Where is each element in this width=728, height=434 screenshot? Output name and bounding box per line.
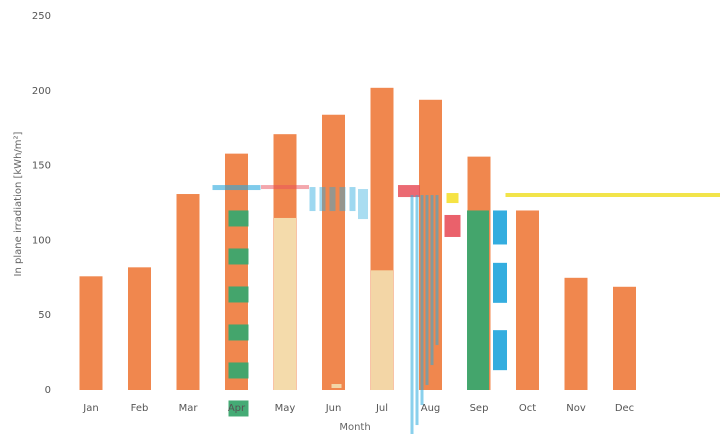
overlay-apr-green <box>228 210 249 227</box>
y-tick-label: 50 <box>38 310 51 321</box>
x-tick-label: Nov <box>566 403 586 414</box>
x-tick-label: Jun <box>325 403 342 414</box>
x-axis: Jan Feb Mar Apr May Jun Jul Aug Sep Oct Nov Dec <box>82 403 634 414</box>
overlay-aug-streak <box>425 195 429 386</box>
overlay-aug-streak <box>435 195 439 346</box>
bar-dec <box>613 286 636 390</box>
overlay-sep-blue-1 <box>493 210 507 245</box>
overlay-artifacts <box>212 185 507 434</box>
x-tick-label: Oct <box>519 403 536 414</box>
overlay-aug-streak <box>430 195 434 366</box>
overlay-aug-yellow <box>446 193 459 204</box>
x-tick-label: Apr <box>228 403 246 414</box>
y-tick-label: 0 <box>45 385 51 396</box>
overlay-jun-dash <box>319 187 326 212</box>
overlay-jun-dash <box>309 187 316 212</box>
overlay-apr-green <box>228 248 249 265</box>
y-axis: 0 50 100 150 200 250 <box>32 11 51 396</box>
x-tick-label: May <box>275 403 296 414</box>
x-tick-label: Sep <box>470 403 489 414</box>
x-tick-label: Jul <box>375 403 388 414</box>
y-axis-title: In plane irradiation [kWh/m²] <box>13 131 24 276</box>
x-axis-title: Month <box>339 422 370 433</box>
bar-jun <box>322 114 345 391</box>
overlay-may-cream <box>274 217 296 390</box>
overlay-apr-top <box>212 185 261 191</box>
overlay-jun-dash <box>349 187 356 212</box>
overlay-may-top <box>261 185 309 190</box>
bar-feb <box>128 267 151 390</box>
overlay-aug-streak <box>410 195 414 434</box>
overlay-aug-streak <box>415 195 419 426</box>
overlay-apr-green <box>228 286 249 303</box>
bar-jan <box>79 276 103 390</box>
overlay-jun-dash <box>339 187 346 212</box>
overlay-apr-green <box>228 400 249 417</box>
overlay-jul-dash <box>358 189 368 220</box>
x-tick-label: Dec <box>615 403 634 414</box>
x-tick-label: Mar <box>179 403 199 414</box>
x-tick-label: Aug <box>421 403 441 414</box>
overlay-apr-green <box>228 324 249 341</box>
bar-oct <box>516 210 539 390</box>
overlay-aug-streak <box>420 195 424 406</box>
y-tick-label: 150 <box>32 161 51 172</box>
x-tick-label: Jan <box>82 403 98 414</box>
overlay-sep-blue-3 <box>493 330 507 371</box>
overlay-sep-blue-2 <box>493 262 507 303</box>
overlay-apr-green <box>228 362 249 379</box>
y-tick-label: 250 <box>32 11 51 22</box>
overlay-jun-dash <box>329 187 336 212</box>
overlay-aug-red <box>444 214 461 237</box>
overlay-jul-red <box>398 185 420 198</box>
x-tick-label: Feb <box>131 403 149 414</box>
bars <box>79 87 636 391</box>
overlay-jul-cream <box>371 270 393 390</box>
bar-nov <box>564 277 588 390</box>
y-tick-label: 200 <box>32 86 51 97</box>
overlay-sep-green <box>467 210 489 390</box>
y-tick-label: 100 <box>32 235 51 246</box>
overlay-jun-base <box>331 384 342 388</box>
bar-mar <box>176 194 200 390</box>
